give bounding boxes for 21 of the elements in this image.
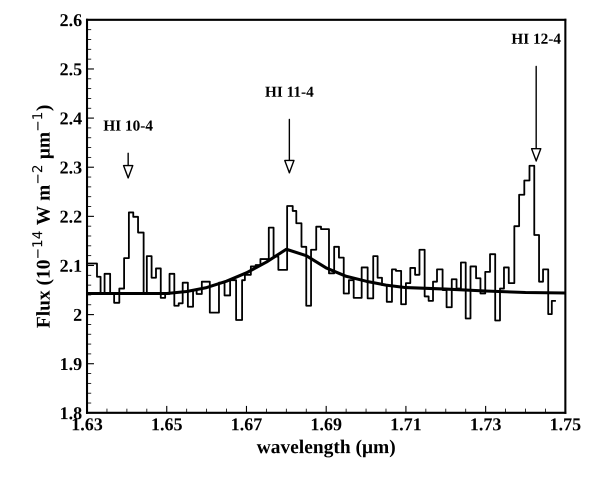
annotation: HI 11-4 [265, 86, 314, 97]
x-tick-label: 1.73 [471, 418, 501, 430]
x-tick-label: 1.63 [72, 418, 102, 430]
x-tick-label: 1.71 [392, 418, 421, 430]
x-tick-label: 1.67 [232, 418, 262, 430]
y-tick-label: 2.1 [60, 260, 82, 272]
y-tick-label: 2.5 [60, 63, 82, 76]
y-axis-title: Flux (10$^{−14}$ W m$^{−2}$ μm$^{−1}$) [32, 105, 54, 328]
y-tick-label: 2.4 [60, 112, 82, 125]
y-tick-label: 2.6 [60, 14, 82, 26]
y-tick-label: 2.3 [60, 162, 82, 174]
x-tick-label: 1.69 [312, 418, 342, 430]
annotation: HI 12-4 [512, 34, 561, 44]
x-tick-label: 1.65 [152, 418, 182, 430]
y-tick-label: 1.9 [61, 358, 82, 370]
x-tick-label: 1.75 [551, 418, 580, 430]
annotation: HI 10-4 [104, 120, 153, 131]
x-axis-title: wavelength (μm) [256, 440, 395, 458]
y-tick-label: 2 [74, 308, 82, 321]
y-tick-label: 1.8 [61, 407, 82, 420]
y-tick-label: 2.2 [60, 210, 82, 223]
